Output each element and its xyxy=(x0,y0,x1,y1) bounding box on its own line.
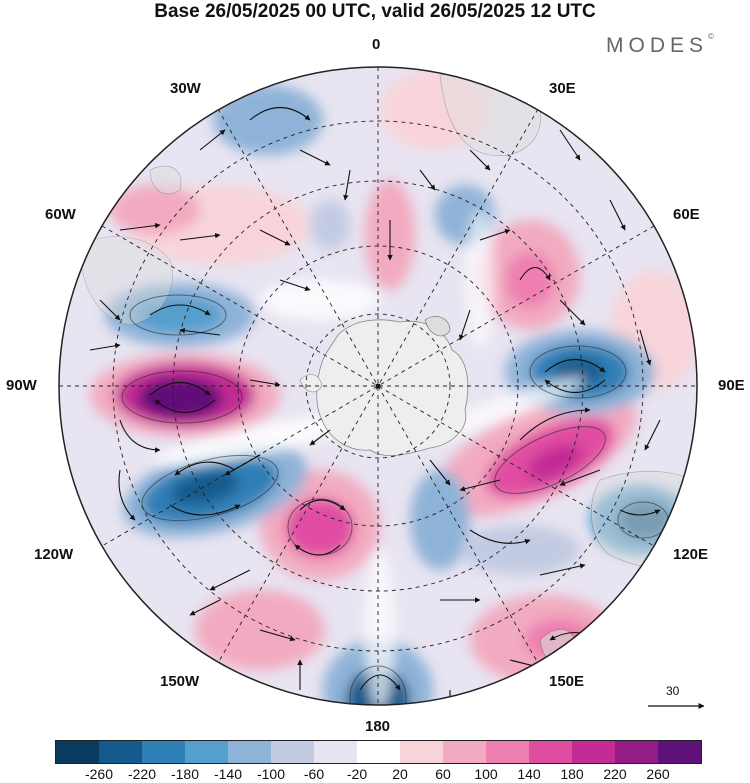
lon-label-60e: 60E xyxy=(673,206,700,223)
anomaly-field xyxy=(59,67,697,705)
colorbar-tick-label: -180 xyxy=(170,766,200,782)
colorbar-tick-label: -220 xyxy=(127,766,157,782)
colorbar-swatch xyxy=(271,741,314,763)
colorbar-swatch xyxy=(314,741,357,763)
colorbar-tick-label: 140 xyxy=(517,766,541,782)
chart-title: Base 26/05/2025 00 UTC, valid 26/05/2025… xyxy=(154,1,596,22)
new-zealand-landmass xyxy=(539,629,577,668)
colorbar-swatch xyxy=(99,741,142,763)
lon-label-150e: 150E xyxy=(549,673,585,690)
colorbar-tick-label: -100 xyxy=(256,766,286,782)
lon-label-30e: 30E xyxy=(549,80,576,97)
colorbar-swatch xyxy=(357,741,400,763)
colorbar-swatch xyxy=(443,741,486,763)
colorbar-swatch xyxy=(400,741,443,763)
lon-label-90e: 90E xyxy=(718,377,745,394)
colorbar-tick-label: 20 xyxy=(392,766,408,782)
colorbar-tick-label: -260 xyxy=(84,766,114,782)
lon-label-30w: 30W xyxy=(170,80,201,97)
lon-label-150w: 150W xyxy=(160,673,200,690)
colorbar-swatch xyxy=(142,741,185,763)
colorbar-swatch xyxy=(228,741,271,763)
colorbar-swatch xyxy=(615,741,658,763)
colorbar xyxy=(55,740,702,764)
modes-logo: MODES© xyxy=(606,32,714,57)
colorbar-tick-label: 180 xyxy=(560,766,584,782)
colorbar-swatch xyxy=(529,741,572,763)
lon-label-120e: 120E xyxy=(673,546,709,563)
colorbar-tick-label: 100 xyxy=(474,766,498,782)
colorbar-swatch xyxy=(658,741,701,763)
lon-label-180: 180 xyxy=(365,718,391,735)
colorbar-swatch xyxy=(185,741,228,763)
wind-vectors xyxy=(89,107,661,705)
antarctica-landmass xyxy=(316,319,469,456)
colorbar-swatch xyxy=(572,741,615,763)
colorbar-swatch xyxy=(486,741,529,763)
lon-label-120w: 120W xyxy=(34,546,74,563)
lon-label-90w: 90W xyxy=(6,377,37,394)
lon-label-0: 0 xyxy=(372,36,381,53)
vector-scale-label: 30 xyxy=(666,684,680,698)
colorbar-tick-label: -140 xyxy=(213,766,243,782)
colorbar-tick-label: -20 xyxy=(346,766,368,782)
lon-label-60w: 60W xyxy=(45,206,76,223)
colorbar-tick-label: 260 xyxy=(646,766,670,782)
colorbar-tick-label: 220 xyxy=(603,766,627,782)
colorbar-swatch xyxy=(56,741,99,763)
map-boundary xyxy=(58,66,698,706)
colorbar-tick-label: 60 xyxy=(435,766,451,782)
colorbar-tick-label: -60 xyxy=(303,766,325,782)
